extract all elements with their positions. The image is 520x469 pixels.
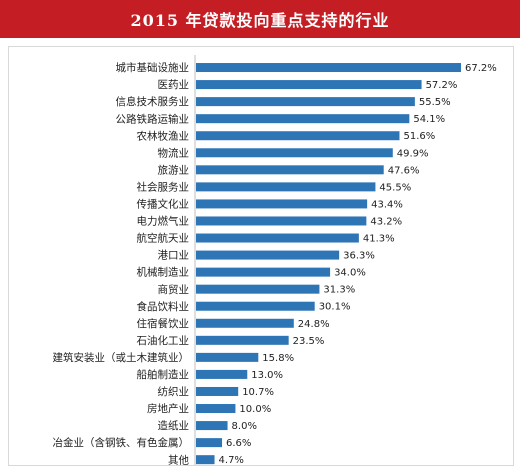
value-label: 6.6% — [226, 438, 251, 449]
bar — [196, 97, 415, 107]
value-label: 41.3% — [363, 234, 395, 245]
value-label: 34.0% — [334, 268, 366, 279]
category-label: 冶金业（含钢铁、有色金属） — [53, 436, 190, 449]
value-label: 49.9% — [397, 148, 429, 159]
value-label: 15.8% — [262, 353, 294, 364]
bar — [196, 165, 384, 175]
bar — [196, 250, 340, 260]
bar — [196, 455, 215, 465]
bar — [196, 404, 236, 414]
bar — [196, 267, 331, 277]
bar — [196, 182, 376, 192]
value-label: 57.2% — [426, 80, 458, 91]
category-label: 航空航天业 — [137, 232, 190, 245]
category-label: 传播文化业 — [137, 198, 190, 211]
bar — [196, 318, 294, 328]
category-label: 其他 — [168, 453, 189, 465]
value-label: 55.5% — [419, 97, 451, 108]
value-label: 8.0% — [232, 421, 257, 432]
value-label: 10.0% — [239, 404, 271, 415]
bar — [196, 369, 248, 379]
category-label: 社会服务业 — [137, 180, 190, 193]
bar — [196, 301, 315, 311]
bar — [196, 386, 239, 396]
category-label: 农林牧渔业 — [137, 129, 190, 142]
bar — [196, 352, 259, 362]
value-label: 31.3% — [323, 285, 355, 296]
bar — [196, 421, 228, 431]
bar — [196, 335, 289, 345]
value-label: 30.1% — [319, 302, 351, 313]
value-label: 51.6% — [403, 131, 435, 142]
category-label: 造纸业 — [158, 419, 190, 432]
value-label: 23.5% — [293, 336, 325, 347]
chart-title: 2015 年贷款投向重点支持的行业 — [0, 0, 520, 38]
value-label: 43.4% — [371, 199, 403, 210]
value-label: 13.0% — [251, 370, 283, 381]
category-label: 信息技术服务业 — [116, 95, 190, 108]
bar — [196, 233, 359, 243]
value-label: 67.2% — [465, 63, 497, 74]
category-label: 商贸业 — [158, 283, 190, 296]
bar — [196, 148, 393, 158]
category-label: 建筑安装业（或土木建筑业） — [53, 351, 190, 364]
category-label: 石油化工业 — [137, 334, 190, 347]
category-label: 纺织业 — [158, 385, 190, 398]
category-label: 旅游业 — [158, 163, 190, 176]
category-label: 船舶制造业 — [137, 368, 190, 381]
category-label: 城市基础设施业 — [116, 61, 190, 74]
category-label: 机械制造业 — [137, 266, 190, 279]
category-label: 公路铁路运输业 — [116, 112, 190, 125]
category-label: 住宿餐饮业 — [137, 317, 190, 330]
value-label: 4.7% — [219, 455, 244, 465]
bar — [196, 284, 320, 294]
value-label: 47.6% — [388, 165, 420, 176]
category-label: 电力燃气业 — [137, 215, 190, 228]
category-label: 房地产业 — [147, 402, 189, 415]
value-label: 45.5% — [379, 182, 411, 193]
value-label: 43.2% — [370, 216, 402, 227]
chart-frame: 城市基础设施业 67.2% 医药业 57.2% 信息技术服务业 55.5% 公路铁路运输业 5… — [8, 46, 514, 466]
bar — [196, 63, 461, 73]
value-label: 24.8% — [298, 319, 330, 330]
category-label: 物流业 — [158, 146, 190, 159]
value-label: 54.1% — [413, 114, 445, 125]
bar — [196, 438, 223, 448]
category-label: 港口业 — [158, 250, 190, 262]
bar — [196, 80, 422, 90]
bar-chart: 城市基础设施业 67.2% 医药业 57.2% 信息技术服务业 55.5% 公路铁路运输业 5… — [53, 55, 497, 465]
category-label: 食品饮料业 — [137, 300, 190, 313]
bar — [196, 216, 367, 226]
value-label: 36.3% — [343, 251, 375, 262]
category-label: 医药业 — [158, 79, 190, 91]
bar — [196, 131, 400, 141]
bar — [196, 114, 410, 124]
value-label: 10.7% — [242, 387, 274, 398]
bar — [196, 199, 368, 209]
